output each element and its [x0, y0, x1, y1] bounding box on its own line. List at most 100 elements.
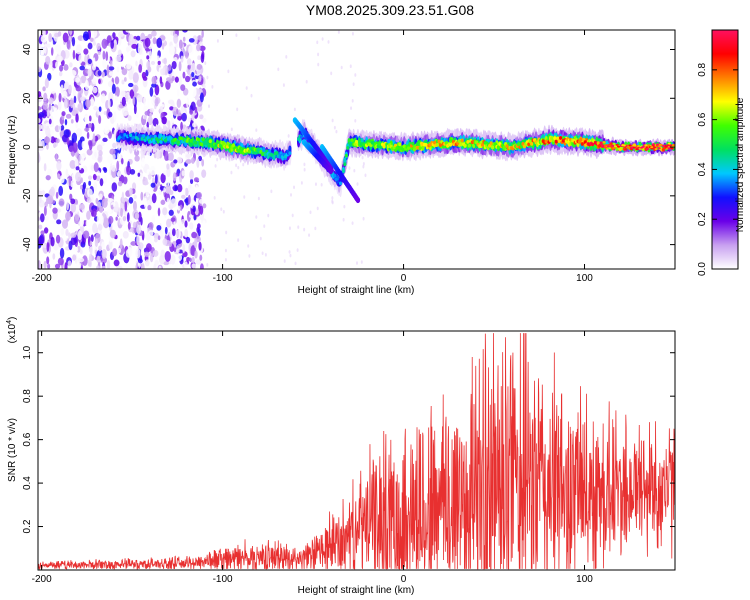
spectrogram-noise-blob [101, 38, 108, 49]
spectrogram-noise-blob [176, 88, 180, 97]
chart-title: YM08.2025.309.23.51.G08 [306, 2, 474, 18]
spectrogram-noise-blob [288, 250, 291, 254]
spectrogram-noise-blob [316, 206, 319, 211]
spectrogram-noise-blob [45, 55, 51, 65]
spectrogram-noise-blob [153, 232, 160, 240]
spectrogram-ridge-cell [502, 145, 506, 150]
spectrogram-noise-blob [166, 163, 170, 170]
spectrogram-noise-blob [151, 30, 157, 37]
spectrogram-noise-blob [303, 227, 306, 232]
spectrogram-noise-blob [201, 117, 207, 123]
spectrogram-noise-blob [167, 99, 174, 105]
spectrogram-ridge-cell [120, 133, 124, 137]
spectrogram-noise-blob [198, 241, 202, 251]
spectrogram-noise-blob [109, 148, 116, 155]
spectrogram-noise-blob [79, 136, 85, 143]
spectrogram-noise-blob [173, 159, 178, 164]
spectrogram-noise-blob [199, 45, 206, 52]
spectrogram-ridge-cell [618, 148, 622, 151]
spectrogram-noise-blob [196, 158, 200, 168]
spectrogram-noise-blob [44, 43, 47, 54]
spectrogram-noise-blob [181, 170, 185, 177]
spectrogram-noise-blob [69, 224, 74, 231]
spectrogram-streak-cell [355, 197, 361, 204]
spectrogram-noise-blob [97, 223, 103, 231]
spectrogram-noise-blob [38, 260, 41, 269]
spectrogram-noise-blob [63, 82, 68, 90]
spectrogram-noise-blob [60, 228, 65, 236]
spectrogram-noise-blob [57, 257, 64, 266]
spectrogram-noise-blob [58, 123, 62, 133]
spectrogram-ridge-cell [480, 143, 485, 147]
spectrogram-noise-blob [96, 144, 103, 152]
spectrogram-noise-blob [112, 153, 116, 160]
spectrogram-noise-blob [83, 230, 90, 239]
spectrogram-noise-blob [354, 73, 357, 77]
spectrogram-ridge-cell [343, 157, 347, 164]
spectrogram-noise-blob [86, 197, 92, 204]
spectrogram-noise-blob [141, 263, 145, 269]
spectrogram-noise-blob [72, 141, 78, 153]
spectrogram-noise-blob [80, 241, 86, 248]
spectrogram-noise-blob [69, 97, 74, 109]
snr-x-tick-label: 0 [401, 574, 407, 585]
spectrogram-noise-blob [206, 263, 209, 267]
spectrogram-noise-blob [191, 157, 195, 164]
snr-x-tick-label: -200 [32, 574, 52, 585]
spectrogram-noise-blob [202, 83, 206, 90]
spectrogram-noise-blob [133, 200, 137, 212]
spectrogram-noise-blob [50, 236, 55, 247]
spectrogram-noise-blob [88, 246, 95, 255]
spectrogram-y-axis-label: Frequency (Hz) [7, 116, 18, 185]
spectrogram-noise-blob [160, 230, 164, 239]
spectrogram-noise-blob [68, 175, 72, 187]
spectrogram-noise-blob [158, 190, 162, 196]
spectrogram-noise-blob [38, 185, 45, 191]
spectrogram-noise-blob [38, 124, 43, 130]
spectrogram-noise-blob [68, 30, 73, 36]
spectrogram-ridge-cell [123, 133, 127, 137]
spectrogram-noise-blob [99, 205, 104, 214]
spectrogram-noise-blob [180, 55, 184, 63]
spectrogram-heatmap [38, 30, 675, 269]
spectrogram-noise-blob [72, 49, 76, 60]
spectrogram-noise-blob [157, 207, 161, 217]
spectrogram-noise-blob [181, 112, 187, 122]
spectrogram-noise-blob [129, 187, 133, 196]
spectrogram-noise-blob [158, 265, 162, 269]
spectrogram-noise-blob [177, 184, 183, 193]
spectrogram-noise-blob [70, 232, 77, 238]
spectrogram-noise-blob [163, 261, 170, 266]
snr-y-tick-label: 1.0 [22, 345, 33, 359]
spectrogram-ridge-cell [527, 142, 531, 147]
spectrogram-ridge-cell [554, 139, 558, 144]
spectrogram-noise-blob [84, 127, 90, 132]
spectrogram-noise-blob [58, 71, 63, 77]
spectrogram-noise-blob [56, 219, 62, 225]
spectrogram-noise-blob [145, 69, 149, 77]
spectrogram-noise-blob [111, 164, 116, 172]
spectrogram-noise-blob [53, 142, 57, 149]
spectrogram-noise-blob [178, 39, 183, 50]
spectrogram-noise-blob [330, 71, 333, 76]
spectrogram-noise-blob [114, 95, 118, 101]
spectrogram-noise-blob [101, 241, 106, 250]
spectrogram-noise-blob [91, 155, 96, 160]
spectrogram-noise-blob [109, 229, 116, 239]
spectrogram-noise-blob [92, 208, 97, 218]
spectrogram-noise-blob [169, 106, 174, 111]
spectrogram-noise-blob [197, 223, 201, 229]
spectrogram-noise-blob [120, 207, 123, 218]
spectrogram-x-ticks: -200 -100 0 100 [32, 30, 593, 284]
spectrogram-noise-blob [117, 151, 121, 162]
spectrogram-noise-blob [73, 214, 80, 224]
spectrogram-noise-blob [156, 37, 163, 49]
spectrogram-noise-blob [189, 222, 194, 230]
spectrogram-noise-blob [42, 86, 46, 92]
spectrogram-noise-blob [214, 164, 217, 168]
spectrogram-ridge-cell [449, 142, 453, 147]
spectrogram-noise-blob [166, 218, 172, 228]
spectrogram-noise-blob [38, 112, 45, 118]
spectrogram-noise-blob [91, 64, 97, 71]
